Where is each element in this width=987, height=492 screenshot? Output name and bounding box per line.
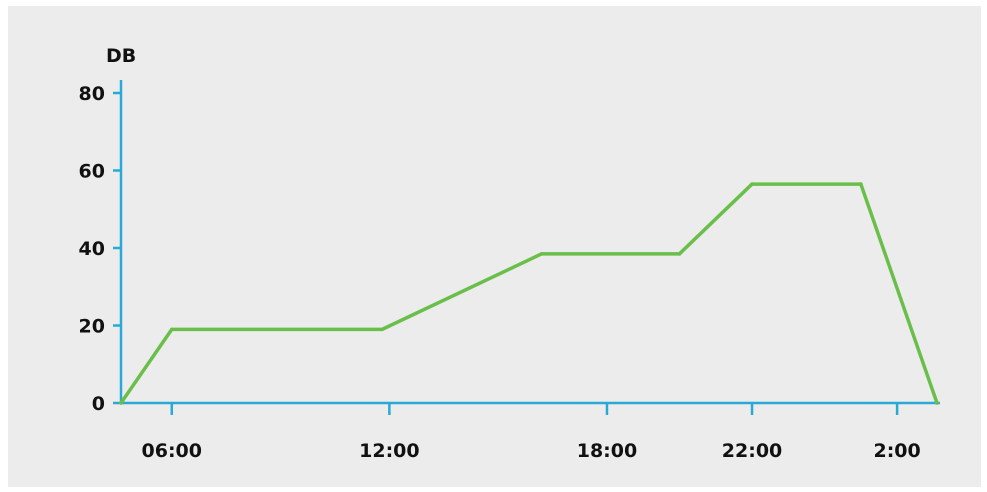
data-point — [935, 401, 939, 405]
series-line — [119, 182, 939, 405]
x-tick-label: 2:00 — [873, 440, 920, 462]
series-layer — [119, 182, 939, 405]
y-tick-label: 40 — [79, 238, 105, 260]
x-tick-label: 18:00 — [577, 440, 637, 462]
data-point — [119, 401, 123, 405]
y-tick-label: 0 — [92, 393, 105, 415]
chart-background — [8, 6, 981, 487]
x-tick-label: 06:00 — [142, 440, 202, 462]
y-axis-title: DB — [106, 45, 136, 67]
data-point — [539, 252, 544, 256]
y-ticks: 0 20 40 60 80 — [79, 83, 121, 415]
x-tick-label: 12:00 — [359, 440, 419, 462]
x-ticks: 06:00 12:00 18:00 22:00 2:00 — [142, 403, 921, 462]
y-tick-label: 60 — [79, 161, 105, 183]
data-point — [859, 182, 863, 186]
axes — [119, 80, 940, 405]
data-point — [750, 182, 754, 186]
data-point — [677, 252, 682, 256]
data-point — [169, 327, 174, 332]
y-tick-label: 80 — [79, 83, 105, 105]
data-point — [380, 327, 384, 332]
y-tick-label: 20 — [79, 316, 105, 338]
x-tick-label: 22:00 — [722, 440, 782, 462]
